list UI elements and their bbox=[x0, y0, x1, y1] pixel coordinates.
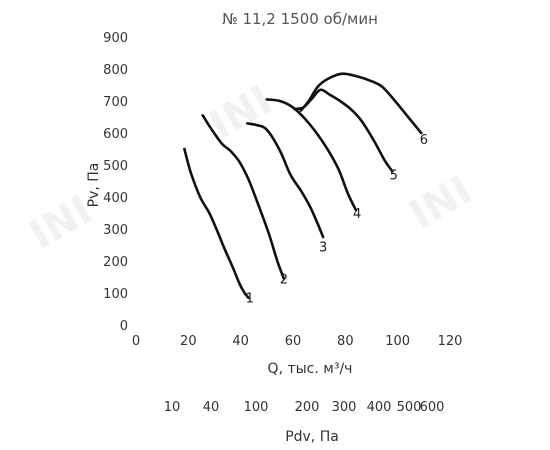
watermark: INI bbox=[202, 77, 280, 148]
y-tick-label: 200 bbox=[103, 255, 128, 270]
y-tick-label: 900 bbox=[103, 31, 128, 46]
y-tick-label: 500 bbox=[103, 159, 128, 174]
curve-label-2: 2 bbox=[280, 272, 288, 287]
curve-2 bbox=[201, 114, 286, 280]
watermark: INI bbox=[402, 167, 480, 238]
y-tick-label: 300 bbox=[103, 223, 128, 238]
secondary-tick-label: 200 bbox=[295, 400, 320, 415]
y-axis-label: Pv, Па bbox=[86, 163, 102, 208]
curve-label-3: 3 bbox=[319, 240, 327, 255]
curve-label-4: 4 bbox=[353, 207, 361, 222]
y-tick-label: 0 bbox=[120, 319, 128, 334]
secondary-tick-label: 10 bbox=[164, 400, 181, 415]
curve-labels: 1 2 3 4 5 6 bbox=[246, 133, 428, 306]
secondary-tick-label: 500 bbox=[397, 400, 422, 415]
curve-6 bbox=[299, 72, 423, 135]
x-axis-ticks: 0 20 40 60 80 100 120 bbox=[132, 334, 463, 349]
y-tick-label: 100 bbox=[103, 287, 128, 302]
curve-label-6: 6 bbox=[420, 133, 428, 148]
curve-3 bbox=[245, 122, 325, 239]
y-tick-label: 700 bbox=[103, 95, 128, 110]
x-tick-label: 80 bbox=[337, 334, 354, 349]
secondary-tick-label: 100 bbox=[244, 400, 269, 415]
secondary-axis-label: Pdv, Па bbox=[285, 429, 339, 445]
x-axis-label: Q, тыс. м³/ч bbox=[268, 361, 353, 377]
x-tick-label: 100 bbox=[385, 334, 410, 349]
y-tick-label: 800 bbox=[103, 63, 128, 78]
curves bbox=[183, 72, 423, 300]
secondary-tick-label: 40 bbox=[203, 400, 220, 415]
x-tick-label: 40 bbox=[232, 334, 249, 349]
x-tick-label: 60 bbox=[285, 334, 302, 349]
curve-label-5: 5 bbox=[390, 168, 398, 183]
curve-4 bbox=[265, 98, 358, 212]
chart-title: № 11,2 1500 об/мин bbox=[222, 10, 378, 28]
x-tick-label: 120 bbox=[438, 334, 463, 349]
curve-label-1: 1 bbox=[246, 292, 254, 307]
secondary-tick-label: 400 bbox=[367, 400, 392, 415]
secondary-tick-label: 600 bbox=[420, 400, 445, 415]
y-tick-label: 400 bbox=[103, 191, 128, 206]
secondary-tick-label: 300 bbox=[332, 400, 357, 415]
y-tick-label: 600 bbox=[103, 127, 128, 142]
y-axis-ticks: 0 100 200 300 400 500 600 700 800 900 bbox=[103, 31, 128, 334]
x-tick-label: 20 bbox=[180, 334, 197, 349]
x-tick-label: 0 bbox=[132, 334, 140, 349]
curve-1 bbox=[183, 147, 250, 300]
